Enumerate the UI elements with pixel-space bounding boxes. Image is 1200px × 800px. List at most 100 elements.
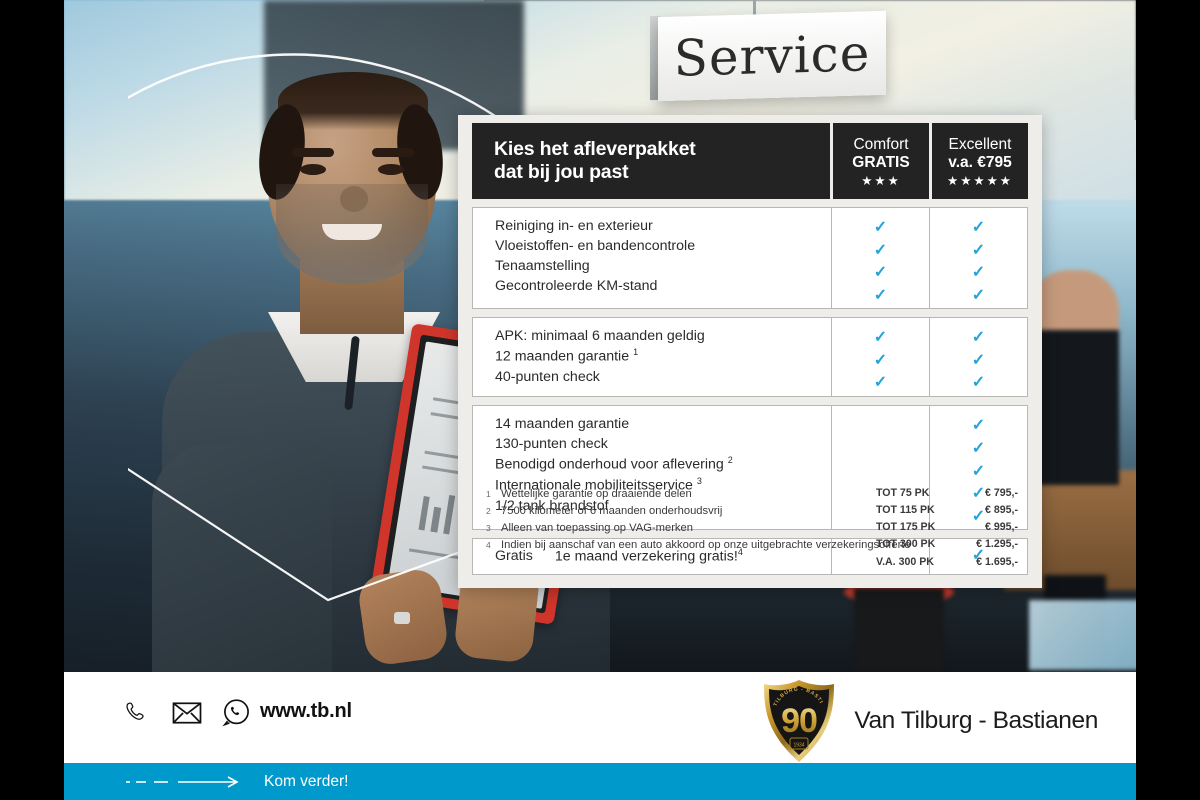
card-title: Kies het afleverpakket dat bij jou past [472, 123, 830, 199]
footnote: 1 Wettelijke garantie op draaiende delen [486, 486, 916, 503]
feature-item: Gecontroleerde KM-stand [495, 278, 658, 295]
footnote-number: 2 [486, 506, 491, 517]
comfort-cell: ✓✓✓✓✓ [831, 406, 929, 529]
employee-eye-right [378, 164, 404, 175]
gratis-features: Gratis 1e maand verzekering gratis!4 [473, 539, 831, 574]
check-icon: ✓ [873, 328, 888, 346]
check-icon: ✓ [971, 287, 986, 305]
excellent-name: Excellent [948, 136, 1012, 154]
card-title-line1: Kies het afleverpakket [494, 138, 696, 160]
footnote-text: Alleen van toepassing op VAG-merken [501, 522, 693, 535]
feature-item: 14 maanden garantie [495, 416, 630, 433]
brand-lockup: VAN TILBURG - BASTIANEN 90 1934 Van Tilb… [760, 678, 1098, 764]
price-row: TOT 115 PK € 895,- [876, 502, 1018, 519]
letterbox-right [1136, 0, 1200, 800]
feature-item: 130-punten check [495, 436, 608, 453]
feature-item: 1/2 tank brandstof [495, 498, 609, 515]
table-header: Kies het afleverpakket dat bij jou past … [472, 123, 1028, 199]
price-row: TOT 300 PK € 1.295,- [876, 536, 1018, 553]
phone-icon[interactable] [124, 699, 152, 727]
comfort-name: Comfort [853, 136, 909, 154]
comparison-table: Kies het afleverpakket dat bij jou past … [472, 123, 1028, 575]
hanging-service-sign: Service [658, 10, 886, 102]
check-icon: ✓ [971, 417, 986, 435]
contact-icons [124, 698, 251, 727]
feature-item: 40-punten check [495, 368, 600, 385]
footnote-number: 1 [486, 489, 491, 499]
footnote-text: Wettelijke garantie op draaiende delen [501, 488, 692, 500]
package-comparison-card: Kies het afleverpakket dat bij jou past … [458, 115, 1042, 722]
check-icon: ✓ [971, 264, 986, 282]
check-icon: ✓ [971, 374, 986, 392]
mail-icon[interactable] [172, 699, 202, 727]
footnote-text: 7500 kilometer of 6 maanden onderhoudsvr… [501, 505, 723, 518]
employee-brow-left [292, 148, 334, 157]
employee-brow-right [372, 148, 414, 157]
footnote: 2 7500 kilometer of 6 maanden onderhoudsv… [486, 503, 916, 520]
feature-list: 14 maanden garantie 130-punten check Benod… [473, 406, 831, 529]
feature-groups: Reiniging in- en exterieur Vloeistoffen- … [472, 207, 1028, 530]
arrow-dash-icon [126, 775, 239, 788]
check-icon: ✓ [971, 219, 986, 236]
gratis-row: Gratis 1e maand verzekering gratis!4 ✓ ✓ [472, 537, 1028, 575]
price-amount: € 795,- [985, 487, 1018, 499]
comfort-cell: ✓ ✓ ✓ [831, 317, 929, 397]
employee-eye-left [300, 164, 326, 175]
footnotes-list: 1 Wettelijke garantie op draaiende delen 2… [486, 486, 916, 554]
price-label: TOT 115 PK [876, 504, 935, 517]
tagline-text: Kom verder! [264, 772, 349, 790]
photo-background-employee [1029, 270, 1119, 485]
gratis-text: 1e maand verzekering gratis!4 [554, 546, 743, 565]
excellent-cell: ✓ ✓ ✓ ✓ ✓ [929, 406, 1027, 529]
footnote-marker: 2 [727, 455, 733, 466]
price-label: TOT 300 PK [876, 538, 936, 551]
price-label: TOT 75 PK [876, 487, 930, 499]
feature-item: 12 maanden garantie 1 [495, 347, 639, 365]
employee-arm [152, 444, 332, 672]
check-icon: ✓ [971, 507, 986, 525]
check-icon: ✓ [873, 219, 888, 236]
footnote-number: 3 [486, 523, 491, 534]
feature-group: 14 maanden garantie 130-punten check Benod… [472, 405, 1028, 530]
check-icon: ✓ [873, 374, 888, 392]
feature-item: Internationale mobiliteitsservice 3 [495, 476, 702, 495]
check-icon: ✓ [971, 328, 986, 346]
check-icon: ✓ [873, 241, 888, 259]
brand-name: Van Tilburg - Bastianen [854, 707, 1098, 734]
excellent-stars-icon: ★★★★★ [946, 173, 1014, 188]
price-row: TOT 175 PK € 995,- [876, 519, 1018, 536]
comfort-stars-icon: ★★★ [861, 173, 901, 188]
check-icon: ✓ [971, 485, 986, 503]
card-title-line2: dat bij jou past [494, 161, 629, 183]
check-icon: ✓ [873, 264, 888, 282]
letterbox-left [0, 0, 64, 800]
check-icon: ✓ [971, 462, 986, 480]
column-header-excellent[interactable]: Excellent v.a. €795 ★★★★★ [929, 123, 1028, 199]
photo-red-object-body [854, 588, 944, 672]
website-url[interactable]: www.tb.nl [260, 700, 352, 722]
check-icon: ✓ [873, 287, 888, 305]
tagline-bar: Kom verder! [64, 763, 1136, 800]
price-amount: € 995,- [985, 521, 1018, 534]
footnote: 3 Alleen van toepassing op VAG-merken [486, 520, 916, 537]
hanging-sign-label: Service [673, 24, 871, 88]
price-amount: € 1.695,- [976, 555, 1018, 568]
check-icon: ✓ [971, 546, 986, 564]
footnote-marker: 1 [633, 347, 639, 358]
check-icon: ✓ [971, 439, 986, 457]
price-row: TOT 75 PK € 795,- [876, 485, 1018, 502]
svg-text:1934: 1934 [794, 743, 805, 749]
check-icon: ✓ [971, 351, 986, 369]
price-label: V.A. 300 PK [876, 555, 934, 568]
whatsapp-icon[interactable] [222, 698, 251, 727]
anniversary-shield-logo: VAN TILBURG - BASTIANEN 90 1934 [760, 678, 835, 762]
check-icon: ✓ [873, 351, 888, 369]
comfort-cell: ✓ ✓ ✓ ✓ [831, 208, 929, 308]
excellent-cell: ✓ ✓ ✓ [929, 317, 1027, 397]
feature-item: Reiniging in- en exterieur [495, 218, 653, 234]
column-header-comfort[interactable]: Comfort GRATIS ★★★ [830, 123, 929, 199]
gratis-label: Gratis [495, 547, 533, 564]
price-row: V.A. 300 PK € 1.695,- [876, 554, 1018, 571]
feature-item: Vloeistoffen- en bandencontrole [495, 238, 696, 255]
feature-item: APK: minimaal 6 maanden geldig [495, 327, 705, 344]
